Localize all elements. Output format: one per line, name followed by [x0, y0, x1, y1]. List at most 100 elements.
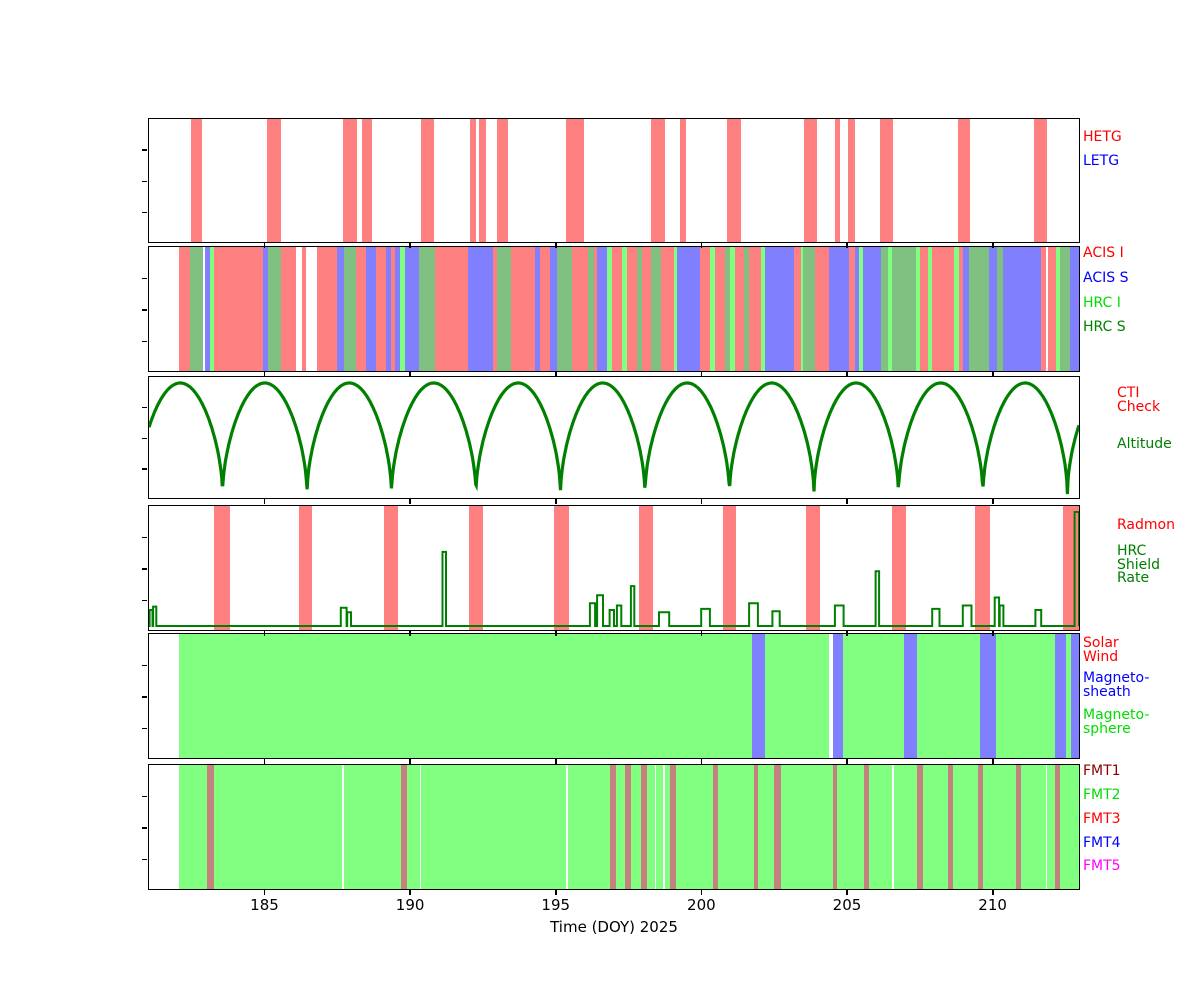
x-tick-mark: [554, 759, 557, 764]
panel-instruments: [148, 246, 1080, 372]
hetg-observation-bar: [679, 119, 686, 242]
region-segment: [1054, 634, 1066, 758]
y-tick-mark: [142, 536, 147, 539]
hetg-observation-bar: [420, 119, 434, 242]
instrument-segment: [534, 247, 541, 371]
y-tick-mark: [142, 858, 147, 861]
instrument-segment: [1003, 247, 1042, 371]
instrument-segment: [963, 247, 969, 371]
legend-label-cti-check: CTI Check: [1117, 385, 1161, 415]
instrument-segment: [375, 247, 386, 371]
instrument-segment: [881, 247, 888, 371]
x-tick-mark: [700, 499, 703, 504]
radmon-disable-bar: [974, 506, 990, 630]
legend-label-magneto--sphere: Magneto- sphere: [1083, 707, 1150, 737]
instrument-segment: [744, 247, 750, 371]
instrument-segment: [636, 247, 642, 371]
fmt1-bar: [207, 765, 215, 889]
instrument-segment: [317, 247, 338, 371]
fmt1-bar: [917, 765, 923, 889]
instrument-segment: [749, 247, 761, 371]
x-tick-mark: [846, 890, 848, 895]
radmon-disable-bar: [638, 506, 653, 630]
instrument-segment: [556, 247, 572, 371]
region-segment: [832, 634, 844, 758]
x-tick-label: 205: [832, 896, 862, 914]
instrument-segment: [468, 247, 494, 371]
x-tick-mark: [263, 631, 266, 636]
fmt1-bar: [774, 765, 781, 889]
x-tick-mark: [846, 243, 848, 248]
instrument-segment: [302, 247, 306, 371]
instrument-segment: [496, 247, 511, 371]
instrument-segment: [365, 247, 376, 371]
instrument-segment: [550, 247, 557, 371]
legend-label-hrcs: HRC S: [1083, 319, 1126, 335]
telemetry-gap: [892, 765, 894, 889]
hetg-observation-bar: [469, 119, 476, 242]
x-tick-label: 210: [978, 896, 1007, 914]
hetg-observation-bar: [479, 119, 486, 242]
x-tick-mark: [263, 499, 266, 504]
x-tick-mark: [846, 372, 848, 377]
y-tick-mark: [142, 437, 147, 440]
x-tick-mark: [554, 372, 557, 377]
hetg-observation-bar: [848, 119, 856, 242]
fmt1-bar: [610, 765, 617, 889]
instrument-segment: [1047, 247, 1057, 371]
y-tick-mark: [142, 795, 147, 798]
instrument-segment: [1041, 247, 1046, 371]
legend-label-radmon: Radmon: [1117, 517, 1175, 533]
x-tick-mark: [991, 759, 994, 764]
x-tick-mark: [263, 372, 266, 377]
hetg-observation-bar: [958, 119, 970, 242]
y-tick-mark: [142, 211, 147, 214]
instrument-segment: [435, 247, 469, 371]
fmt1-bar: [753, 765, 759, 889]
instrument-segment: [262, 247, 268, 371]
instrument-segment: [892, 247, 917, 371]
x-tick-mark: [846, 759, 848, 764]
shield-rate-line: [149, 511, 1079, 627]
x-tick-label: 195: [541, 896, 571, 914]
x-tick-mark: [700, 890, 703, 895]
x-tick-mark: [409, 372, 411, 377]
instrument-segment: [385, 247, 391, 371]
instrument-segment: [661, 247, 674, 371]
instrument-segment: [800, 247, 804, 371]
legend-label-fmt4: FMT4: [1083, 835, 1121, 851]
legend-label-altitude: Altitude: [1117, 436, 1172, 452]
instrument-segment: [611, 247, 622, 371]
legend-label-acisi: ACIS I: [1083, 245, 1124, 261]
instrument-segment: [651, 247, 662, 371]
instrument-segment: [344, 247, 356, 371]
legend-label-fmt2: FMT2: [1083, 787, 1121, 803]
instrument-segment: [709, 247, 715, 371]
x-tick-mark: [700, 759, 703, 764]
y-tick-mark: [142, 149, 147, 151]
instrument-segment: [621, 247, 627, 371]
x-tick-mark: [991, 243, 994, 248]
instrument-segment: [178, 247, 191, 371]
hetg-observation-bar: [362, 119, 372, 242]
y-tick-mark: [142, 568, 147, 570]
x-tick-mark: [263, 759, 266, 764]
instrument-segment: [729, 247, 735, 371]
hetg-observation-bar: [566, 119, 585, 242]
region-segment: [764, 634, 830, 758]
instrument-segment: [587, 247, 594, 371]
instrument-segment: [337, 247, 344, 371]
instrument-segment: [571, 247, 588, 371]
telemetry-gap: [654, 765, 657, 889]
instrument-segment: [510, 247, 535, 371]
fmt1-bar: [977, 765, 984, 889]
panel-altitude-plot-area: [149, 377, 1079, 498]
instrument-segment: [858, 247, 864, 371]
radmon-disable-bar: [554, 506, 570, 630]
instrument-segment: [395, 247, 401, 371]
radmon-disable-bar: [806, 506, 821, 630]
legend-label-aciss: ACIS S: [1083, 270, 1129, 286]
instrument-segment: [863, 247, 882, 371]
x-tick-mark: [554, 890, 557, 895]
